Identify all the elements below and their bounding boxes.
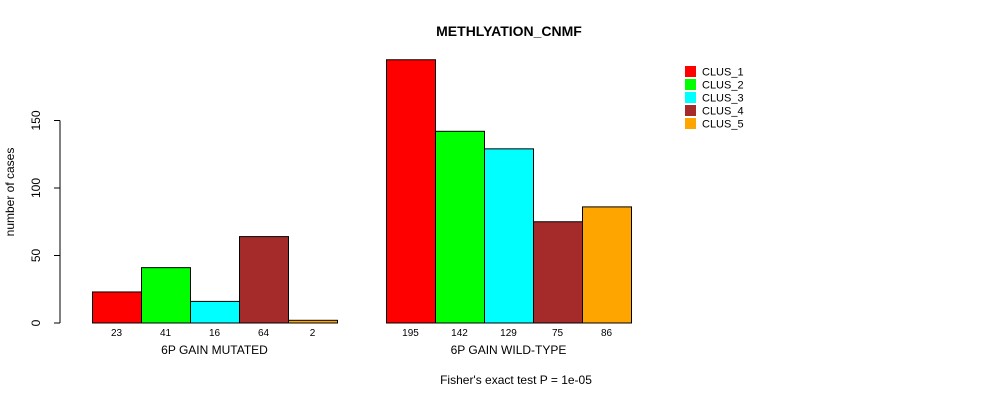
group-labels: 6P GAIN MUTATED 6P GAIN WILD-TYPE (161, 343, 566, 357)
y-tick-label: 0 (29, 319, 43, 326)
chart-title: METHLYATION_CNMF (436, 23, 582, 39)
bar-clus-2-group-1 (141, 267, 191, 324)
bar-clus-3-group-2 (484, 148, 534, 324)
bar-count-label: 195 (402, 328, 419, 339)
legend-swatch (685, 92, 696, 103)
group-label-1: 6P GAIN MUTATED (161, 343, 268, 357)
y-tick-label: 150 (29, 110, 43, 130)
bar-clus-5-group-1 (288, 319, 338, 324)
legend-label: CLUS_4 (702, 106, 744, 118)
bar-clus-4-group-2 (533, 221, 583, 324)
legend-label: CLUS_2 (702, 80, 744, 92)
legend-label: CLUS_3 (702, 93, 744, 105)
group-label-2: 6P GAIN WILD-TYPE (451, 343, 567, 357)
bar-count-label: 41 (160, 328, 172, 339)
legend-swatch (685, 105, 696, 116)
y-tick-label: 50 (29, 249, 43, 263)
bar-count-label: 23 (111, 328, 123, 339)
bar-count-label: 129 (500, 328, 517, 339)
bars (92, 59, 632, 324)
bar-clus-4-group-1 (239, 236, 289, 324)
y-tick-label: 100 (29, 178, 43, 198)
y-axis: 0 50 100 150 (29, 110, 61, 326)
legend-swatch (685, 79, 696, 90)
bar-count-label: 16 (209, 328, 221, 339)
bar-clus-1-group-2 (386, 59, 436, 324)
bar-count-label: 86 (601, 328, 613, 339)
bar-count-label: 2 (310, 328, 316, 339)
legend-label: CLUS_1 (702, 67, 744, 79)
legend-swatch (685, 118, 696, 129)
bar-clus-2-group-2 (435, 130, 485, 324)
count-labels: 23 41 16 64 2 195 142 129 75 86 (111, 328, 613, 339)
bar-clus-1-group-1 (92, 291, 142, 324)
legend-label: CLUS_5 (702, 119, 744, 131)
bar-clus-5-group-2 (582, 206, 632, 324)
y-axis-label: number of cases (3, 148, 17, 237)
bar-count-label: 64 (258, 328, 270, 339)
bar-count-label: 75 (552, 328, 564, 339)
bar-clus-3-group-1 (190, 300, 240, 324)
bar-count-label: 142 (451, 328, 468, 339)
legend-swatch (685, 66, 696, 77)
footnote: Fisher's exact test P = 1e-05 (440, 373, 592, 387)
